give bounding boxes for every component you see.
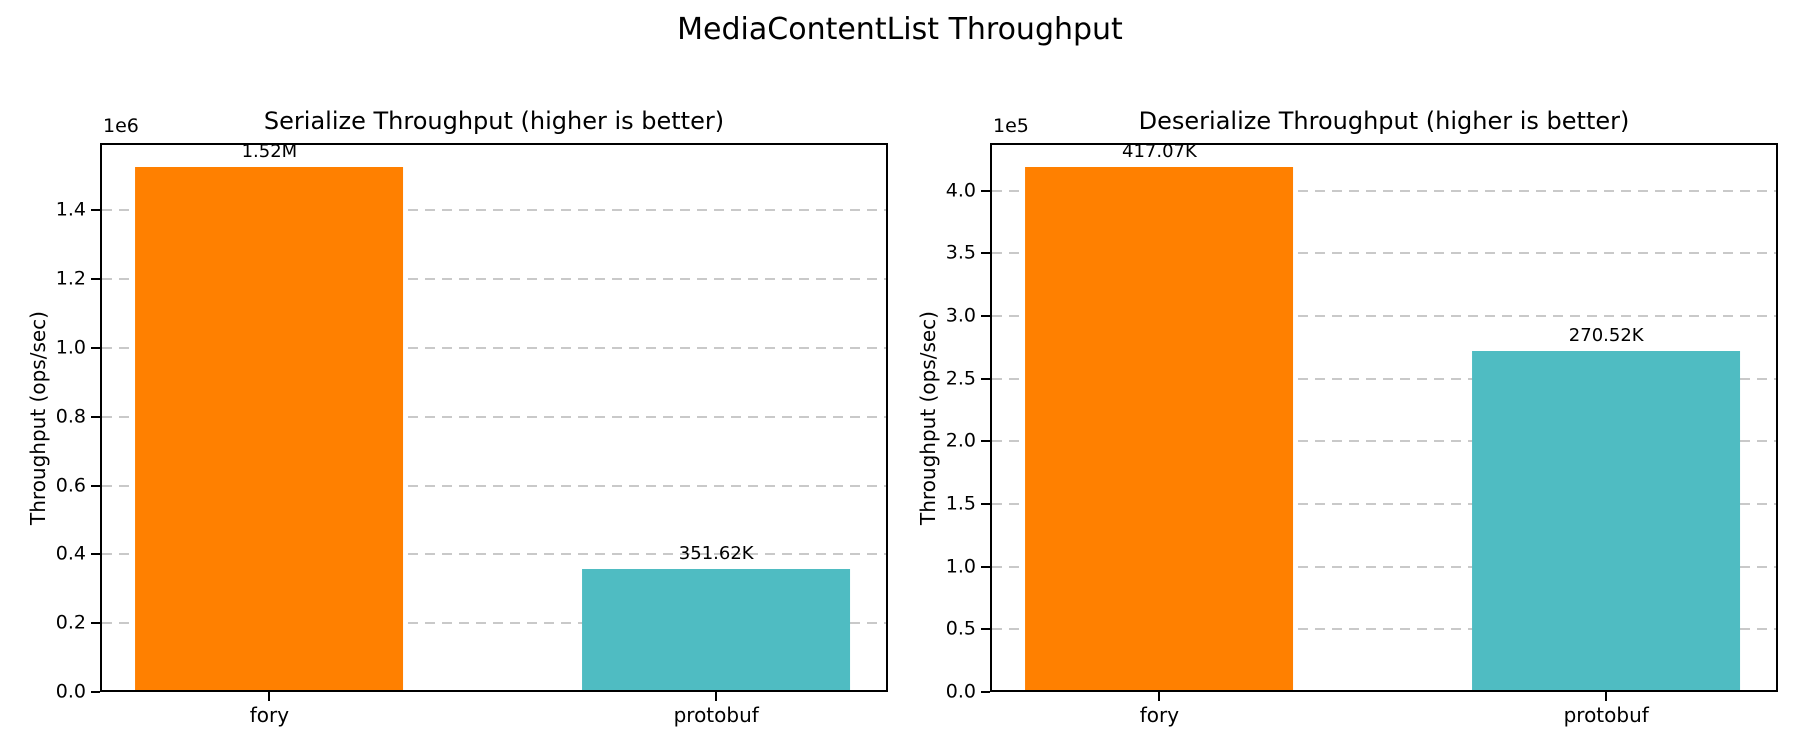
y-tick-mark xyxy=(91,691,100,693)
y-tick-mark xyxy=(91,553,100,556)
y-tick-label: 0.2 xyxy=(55,611,86,634)
bar-protobuf xyxy=(582,569,851,690)
y-tick-label: 0.0 xyxy=(55,680,86,703)
bar-value-label: 270.52K xyxy=(1568,324,1644,346)
bar-value-label: 351.62K xyxy=(678,543,754,565)
y-tick-mark xyxy=(981,440,990,443)
gridline xyxy=(102,622,886,625)
y-tick-label: 4.0 xyxy=(945,179,976,202)
y-tick-mark xyxy=(91,209,100,212)
y-tick-label: 3.0 xyxy=(945,304,976,327)
gridline xyxy=(992,502,1776,505)
y-tick-label: 3.5 xyxy=(945,241,976,264)
gridline xyxy=(992,377,1776,380)
gridline xyxy=(102,553,886,556)
y-tick-label: 0.6 xyxy=(55,474,86,497)
deserialize-chart: Deserialize Throughput (higher is better… xyxy=(916,107,1778,725)
y-axis-offset-text: 1e5 xyxy=(993,115,1029,137)
gridline xyxy=(992,314,1776,317)
y-tick-mark xyxy=(91,278,100,281)
bar-value-label: 417.07K xyxy=(1122,141,1197,163)
serialize-chart: Serialize Throughput (higher is better) … xyxy=(26,107,888,725)
gridline xyxy=(992,628,1776,631)
y-tick-mark xyxy=(91,347,100,350)
y-tick-label: 1.0 xyxy=(945,555,976,578)
y-tick-mark xyxy=(981,252,990,255)
y-tick-label: 1.4 xyxy=(55,198,86,221)
axes-title: Serialize Throughput (higher is better) xyxy=(263,107,725,135)
y-tick-mark xyxy=(91,415,100,418)
x-tick-label: protobuf xyxy=(673,703,759,727)
y-tick-mark xyxy=(981,502,990,505)
gridline xyxy=(102,415,886,418)
y-tick-mark xyxy=(981,565,990,568)
gridline xyxy=(992,565,1776,568)
gridline xyxy=(992,189,1776,192)
bar-fory xyxy=(1025,167,1294,690)
x-tick-mark xyxy=(268,692,271,701)
gridline xyxy=(992,252,1776,255)
y-tick-label: 0.8 xyxy=(55,405,86,428)
y-tick-mark xyxy=(981,628,990,631)
y-tick-mark xyxy=(981,314,990,317)
y-tick-mark xyxy=(981,691,990,693)
y-tick-label: 1.5 xyxy=(945,492,976,515)
y-tick-mark xyxy=(91,484,100,487)
gridline xyxy=(102,209,886,212)
bar-protobuf xyxy=(1472,350,1741,690)
x-tick-label: fory xyxy=(1139,703,1180,727)
bar-fory xyxy=(135,167,404,690)
y-tick-label: 2.5 xyxy=(945,367,976,390)
y-tick-label: 1.2 xyxy=(55,267,86,290)
y-tick-label: 2.0 xyxy=(945,429,976,452)
y-axis-label: Throughput (ops/sec) xyxy=(916,310,940,525)
y-axis-label: Throughput (ops/sec) xyxy=(26,310,50,525)
y-tick-mark xyxy=(91,622,100,625)
y-tick-mark xyxy=(981,377,990,380)
gridline xyxy=(102,278,886,281)
gridline xyxy=(992,440,1776,443)
y-tick-label: 0.5 xyxy=(945,617,976,640)
x-tick-label: fory xyxy=(249,703,290,727)
x-tick-label: protobuf xyxy=(1563,703,1649,727)
x-tick-mark xyxy=(1605,692,1608,701)
x-tick-mark xyxy=(1158,692,1161,701)
y-tick-label: 0.0 xyxy=(945,680,976,703)
y-tick-mark xyxy=(981,189,990,192)
figure-title: MediaContentList Throughput xyxy=(677,12,1123,47)
x-tick-mark xyxy=(715,692,718,701)
y-axis-offset-text: 1e6 xyxy=(103,115,139,137)
gridline xyxy=(102,484,886,487)
y-tick-label: 0.4 xyxy=(55,542,86,565)
gridline xyxy=(102,347,886,350)
axes-title: Deserialize Throughput (higher is better… xyxy=(1138,107,1630,135)
y-tick-label: 1.0 xyxy=(55,336,86,359)
bar-value-label: 1.52M xyxy=(241,141,298,163)
